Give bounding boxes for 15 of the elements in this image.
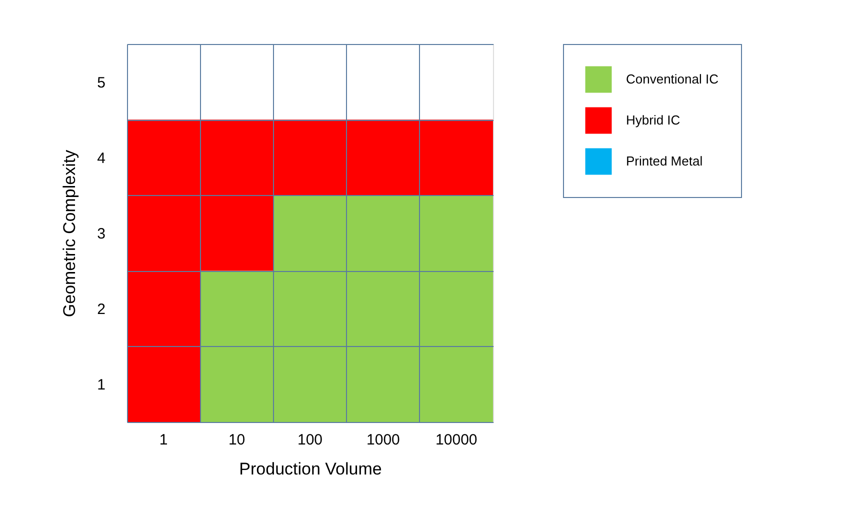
x-tick-label: 1000: [366, 432, 400, 448]
x-tick-label: 10000: [436, 432, 478, 448]
y-tick-label: 2: [97, 301, 106, 318]
legend-label: Printed Metal: [626, 154, 703, 168]
x-tick-label: 10: [228, 432, 246, 448]
x-axis-title: Production Volume: [239, 460, 382, 478]
legend-label: Hybrid IC: [626, 112, 680, 128]
y-tick-label: 4: [97, 150, 106, 167]
x-tick-label: 1: [159, 432, 168, 448]
y-tick-label: 1: [97, 376, 106, 394]
legend-label: Conventional IC: [626, 72, 718, 86]
y-tick-label: 3: [97, 226, 106, 242]
y-tick-label: 5: [97, 74, 106, 92]
x-tick-label: 100: [297, 432, 323, 448]
y-axis-title: Geometric Complexity: [60, 149, 80, 318]
